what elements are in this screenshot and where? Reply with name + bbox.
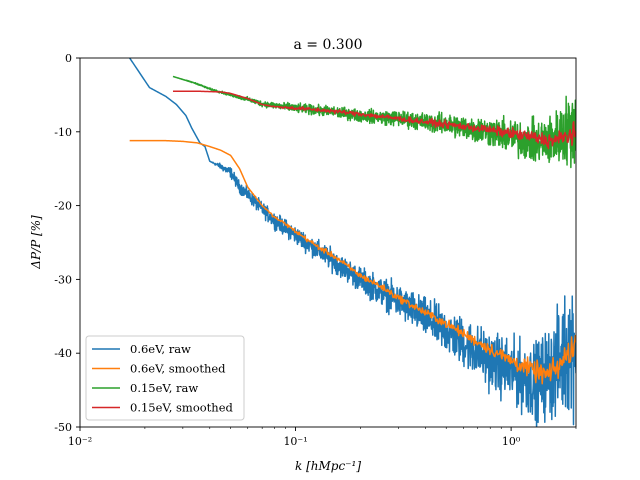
y-tick-label: -40 [54, 347, 72, 360]
x-tick-label: 10⁻² [68, 435, 92, 448]
legend-label: 0.6eV, smoothed [130, 362, 226, 376]
legend: 0.6eV, raw 0.6eV, smoothed 0.15eV, raw 0.15… [85, 335, 245, 421]
series-line-2 [172, 75, 576, 169]
y-tick-label: -30 [54, 273, 72, 286]
legend-label: 0.15eV, smoothed [130, 401, 234, 415]
plot-frame [79, 57, 577, 428]
legend-label: 0.6eV, raw [130, 342, 191, 356]
y-tick-label: 0 [65, 52, 72, 65]
series-line-1 [129, 139, 576, 385]
x-tick-label: 10⁻¹ [283, 435, 307, 448]
y-axis: 0 -10 -20 -30 -40 -50 [54, 52, 80, 434]
x-axis: 10⁻² 10⁻¹ 10⁰ [68, 427, 577, 448]
series-line-3 [172, 90, 576, 150]
series-layer [128, 58, 576, 427]
legend-label: 0.15eV, raw [130, 381, 198, 395]
legend-box [85, 335, 245, 421]
chart-title: a = 0.300 [293, 37, 362, 53]
x-axis-label: k [hMpc⁻¹] [295, 459, 361, 473]
y-tick-label: -50 [54, 421, 72, 434]
x-tick-label: 10⁰ [502, 435, 521, 448]
y-axis-label: ΔP/P [%] [29, 215, 43, 270]
y-tick-label: -20 [54, 200, 72, 213]
y-tick-label: -10 [54, 126, 72, 139]
